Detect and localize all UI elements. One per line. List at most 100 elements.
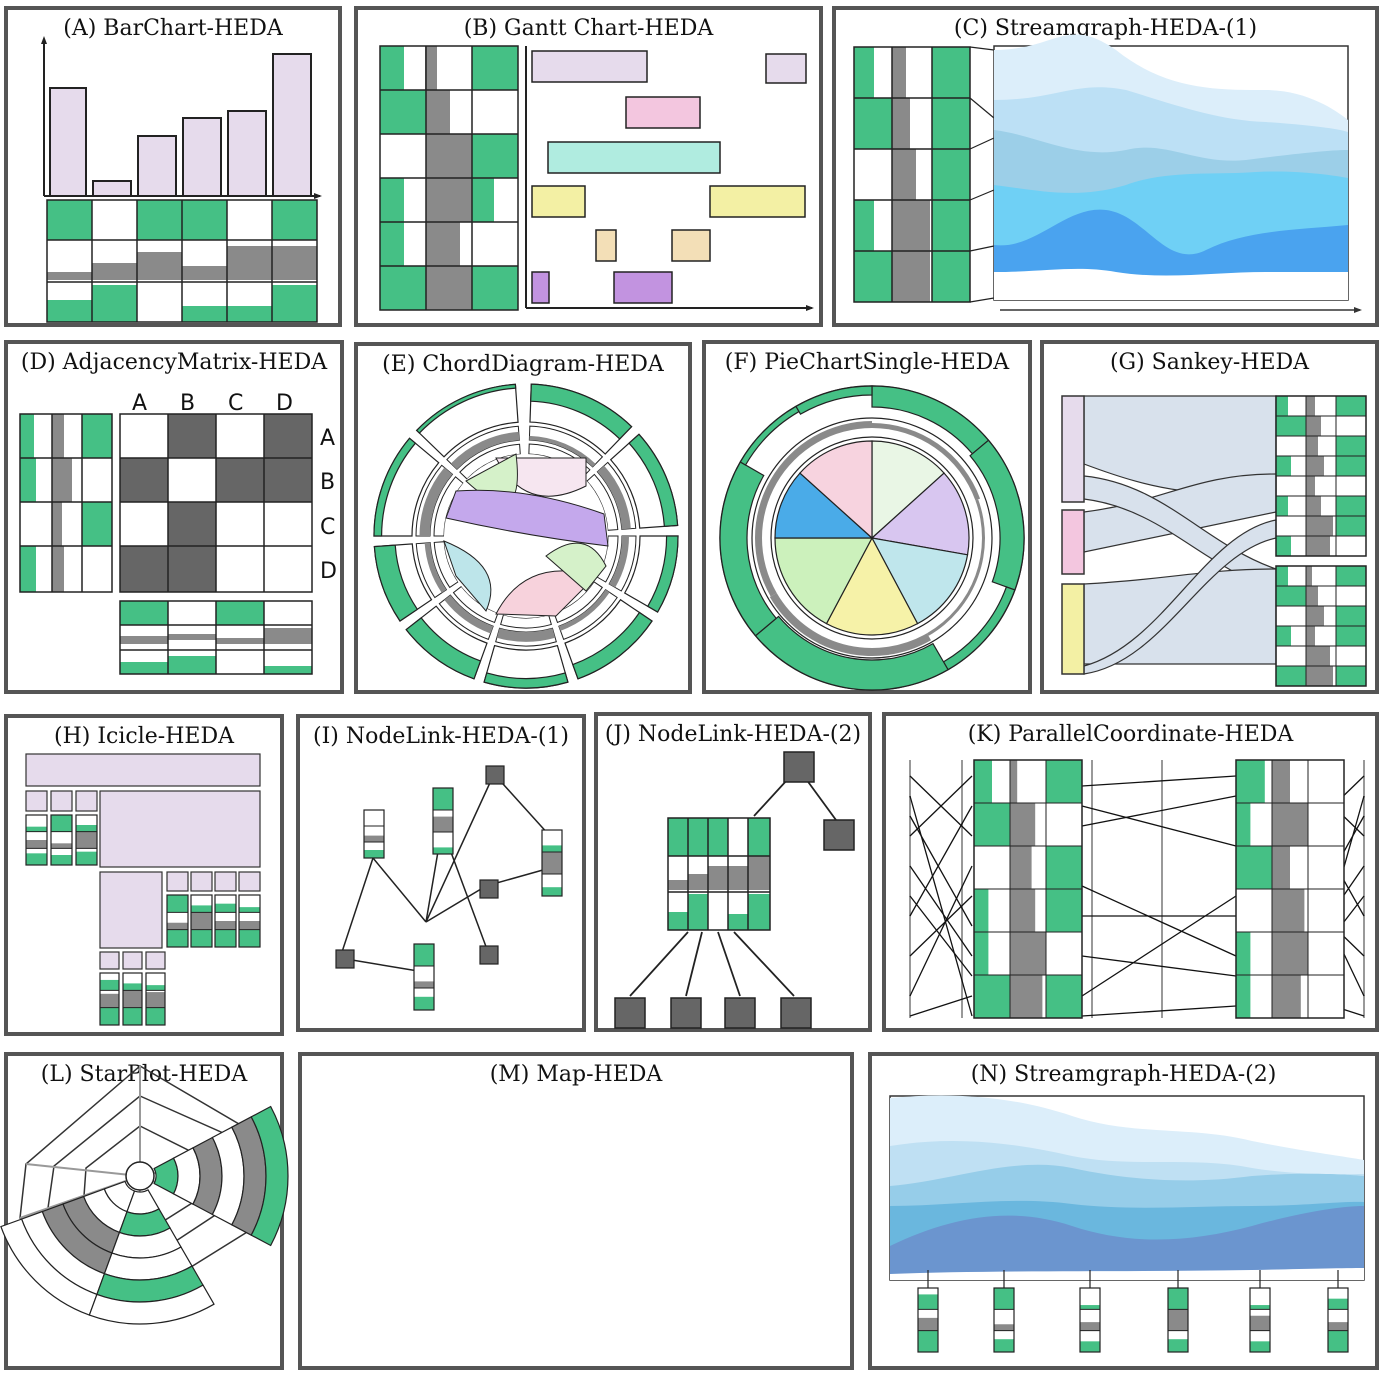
chord-heda-band	[373, 544, 419, 622]
icicle-node	[145, 951, 166, 970]
chord-gray-band	[424, 542, 447, 593]
heda-glyph	[1079, 1287, 1101, 1353]
icicle-node	[166, 871, 189, 892]
heda-glyph	[1249, 1287, 1271, 1353]
chord-gray-band	[558, 589, 610, 631]
heda-matrix	[46, 199, 318, 323]
chord-heda-band	[646, 535, 679, 613]
heda-glyphs	[917, 1270, 1349, 1353]
pc-line	[909, 895, 973, 977]
panel-title: (E) ChordDiagram-HEDA	[382, 352, 664, 377]
pie-slice	[774, 537, 873, 625]
heda-glyphs	[25, 814, 261, 1026]
sankey-node	[1061, 395, 1085, 503]
panel-streamgraph-heda-1: (C) Streamgraph-HEDA-(1)	[832, 6, 1379, 327]
streamgraph-heda-1-svg	[853, 34, 1362, 313]
star-axis	[25, 1163, 141, 1177]
bar	[182, 117, 222, 197]
chord-gray-band	[597, 465, 631, 530]
pc-line	[909, 895, 973, 957]
star-heda-sector	[172, 1147, 201, 1205]
icicle-node	[190, 871, 213, 892]
chord-heda-band	[530, 383, 633, 440]
minard-map	[320, 1096, 834, 1374]
row-label: B	[320, 470, 335, 495]
node	[485, 765, 505, 785]
row-label: C	[320, 515, 335, 540]
pie-gray-band	[927, 499, 985, 636]
gantt-bar	[531, 271, 550, 304]
map-heda-svg	[302, 1056, 858, 1374]
panel-title: (N) Streamgraph-HEDA-(2)	[970, 1062, 1277, 1087]
pie-gray-band	[769, 593, 931, 656]
pc-line	[909, 865, 973, 997]
panel-title: (A) BarChart-HEDA	[63, 16, 283, 41]
node	[479, 945, 499, 965]
pie-slice	[799, 440, 873, 540]
node	[823, 819, 855, 851]
panel-map-heda: (M) Map-HEDA	[298, 1052, 854, 1370]
heda-glyph	[432, 787, 454, 855]
stream-layer	[890, 1268, 1364, 1280]
pie-gray-band	[755, 421, 872, 597]
sankey-heda-svg	[1061, 395, 1367, 687]
gantt-bar	[671, 229, 711, 262]
panel-barchart-heda: (A) BarChart-HEDA	[4, 6, 342, 327]
map-area	[320, 1096, 834, 1374]
chord-gray-band	[444, 595, 494, 634]
panel-title: (M) Map-HEDA	[489, 1062, 663, 1087]
panel-chord-diagram-heda: (E) ChordDiagram-HEDA	[354, 342, 692, 694]
parallel-coordinate-heda-svg	[909, 759, 1365, 1019]
node	[479, 879, 499, 899]
panel-icicle-heda: (H) Icicle-HEDA	[4, 714, 284, 1036]
star-heda-sector	[88, 1284, 215, 1325]
icicle-node	[99, 790, 261, 868]
bar-chart	[41, 36, 322, 199]
bar	[137, 135, 177, 197]
icicle-node	[99, 871, 163, 949]
heda-glyph	[214, 894, 237, 948]
pie-slice	[871, 440, 945, 540]
chord-heda-band	[483, 672, 569, 689]
row-label: D	[320, 559, 337, 584]
sankey-links	[1083, 395, 1277, 675]
stream-layer	[994, 268, 1348, 300]
heda-glyph	[1167, 1287, 1189, 1353]
gantt-bar	[765, 53, 807, 84]
heda-glyph	[122, 972, 143, 1026]
pie-gray-band	[872, 423, 981, 501]
column-label: D	[276, 391, 293, 416]
icicle-node	[214, 871, 237, 892]
panel-title: (B) Gantt Chart-HEDA	[463, 16, 714, 41]
panel-gantt-heda: (B) Gantt Chart-HEDA	[354, 6, 823, 327]
bar	[227, 110, 267, 197]
heda-matrix	[853, 46, 995, 303]
panel-sankey-heda: (G) Sankey-HEDA	[1040, 340, 1379, 694]
icicle-node	[122, 951, 143, 970]
pc-line	[1081, 805, 1237, 847]
heda-glyph	[413, 943, 435, 1011]
chord-heda-band	[373, 437, 417, 537]
heda-glyph	[50, 814, 73, 866]
panel-title: (C) Streamgraph-HEDA-(1)	[953, 16, 1258, 41]
star-heda-sector	[153, 1157, 179, 1195]
panel-nodelink-heda-2: (J) NodeLink-HEDA-(2)	[594, 712, 872, 1032]
heda-glyph	[190, 894, 213, 948]
pc-line	[1081, 795, 1237, 827]
node	[614, 997, 646, 1029]
chord-gray-band	[609, 536, 629, 588]
node	[724, 997, 756, 1029]
pc-line	[1081, 1005, 1237, 1017]
starplot-heda-svg	[0, 1065, 289, 1325]
heda-glyph	[363, 809, 385, 859]
heda-glyph	[238, 894, 261, 948]
bar	[49, 87, 87, 197]
heda-glyph	[145, 972, 166, 1026]
sankey-node	[1061, 509, 1085, 575]
icicle-node	[99, 951, 120, 970]
gantt-chart	[525, 46, 814, 311]
adjacency-matrix-heda-svg: A B C D A B C D	[19, 391, 337, 675]
panel-title: (J) NodeLink-HEDA-(2)	[604, 722, 862, 747]
chord-ribbon	[445, 489, 609, 547]
gantt-bar	[625, 96, 701, 129]
